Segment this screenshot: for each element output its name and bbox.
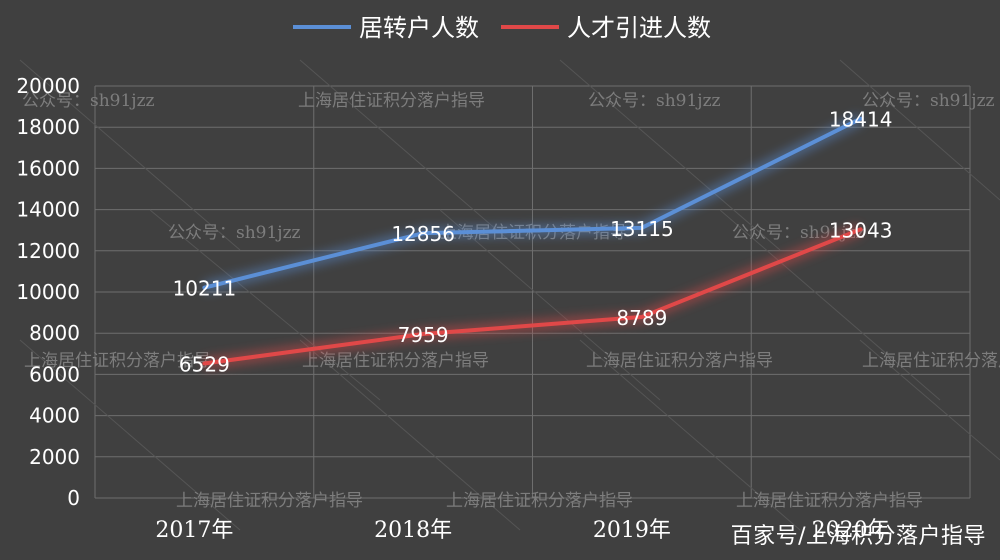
- y-tick-label: 10000: [16, 280, 80, 304]
- series-line: [202, 227, 863, 366]
- legend-label: 居转户人数: [359, 14, 479, 42]
- data-label: 12856: [391, 222, 455, 246]
- data-label: 13115: [610, 217, 674, 241]
- watermark-text: 上海居住证积分落户指导: [736, 491, 923, 511]
- watermark-text: 公众号：sh91jzz: [168, 223, 301, 243]
- grid: [94, 85, 971, 499]
- watermark-text: 上海居住证积分落户指导: [24, 351, 211, 371]
- source-credit: 百家号/上海积分落户指导: [730, 524, 986, 549]
- x-tick-label: 2019年: [593, 518, 671, 543]
- watermark-stroke: [19, 59, 241, 251]
- watermark-stroke: [19, 339, 241, 531]
- watermark-text: 上海居住证积分落户指导: [298, 91, 485, 111]
- series-layer: [202, 113, 864, 370]
- watermark-text: 上海居住证积分落户指导: [176, 491, 363, 511]
- x-tick-label: 2018年: [374, 518, 452, 543]
- data-label: 18414: [829, 108, 893, 132]
- watermark-stroke: [299, 339, 521, 531]
- legend: 居转户人数 人才引进人数: [293, 14, 711, 42]
- watermark-stroke: [859, 339, 1000, 461]
- y-tick-label: 8000: [29, 321, 80, 345]
- y-tick-label: 4000: [29, 404, 80, 428]
- watermark-text: 上海居住证积分落户指导: [302, 351, 489, 371]
- data-label: 7959: [398, 323, 449, 347]
- y-tick-label: 18000: [16, 115, 80, 139]
- watermark-text: 公众号：sh91jzz: [862, 91, 995, 111]
- watermark-text: 上海居住证积分落户指导: [586, 351, 773, 371]
- watermark-stroke: [719, 209, 941, 401]
- watermark-stroke: [439, 209, 661, 401]
- legend-label: 人才引进人数: [567, 14, 711, 42]
- y-tick-label: 16000: [16, 156, 80, 180]
- watermark-text: 上海居住证积分落户指导: [862, 351, 1000, 371]
- y-tick-label: 12000: [16, 239, 80, 263]
- data-labels: 10211 12856 13115 18414 6529 7959 8789 13043: [173, 108, 893, 377]
- watermark-stroke: [299, 59, 521, 251]
- data-label: 6529: [179, 353, 230, 377]
- watermark-text: 公众号：sh91jzz: [588, 91, 721, 111]
- x-tick-label: 2020年: [812, 518, 890, 543]
- axes: 0 2000 4000 6000 8000 10000 12000 14000 16000 180…: [16, 74, 889, 543]
- data-label: 10211: [173, 277, 237, 301]
- watermark-stroke: [839, 59, 1000, 201]
- watermark-stroke: [579, 339, 801, 531]
- series-line: [202, 116, 863, 290]
- watermark-stroke: [559, 59, 781, 251]
- watermark-layer: 公众号：sh91jzz 上海居住证积分落户指导 公众号：sh91jzz 公众号：sh9…: [19, 59, 1000, 531]
- data-label: 8789: [616, 306, 667, 330]
- y-tick-label: 2000: [29, 445, 80, 469]
- y-tick-label: 20000: [16, 74, 80, 98]
- data-label: 13043: [829, 218, 893, 242]
- watermark-stroke: [149, 209, 381, 401]
- y-tick-label: 14000: [16, 198, 80, 222]
- y-tick-label: 0: [67, 486, 80, 510]
- x-tick-label: 2017年: [155, 518, 233, 543]
- watermark-text: 上海居住证积分落户指导: [446, 491, 633, 511]
- watermark-text: 公众号：sh91jzz: [22, 91, 155, 111]
- y-tick-label: 6000: [29, 362, 80, 386]
